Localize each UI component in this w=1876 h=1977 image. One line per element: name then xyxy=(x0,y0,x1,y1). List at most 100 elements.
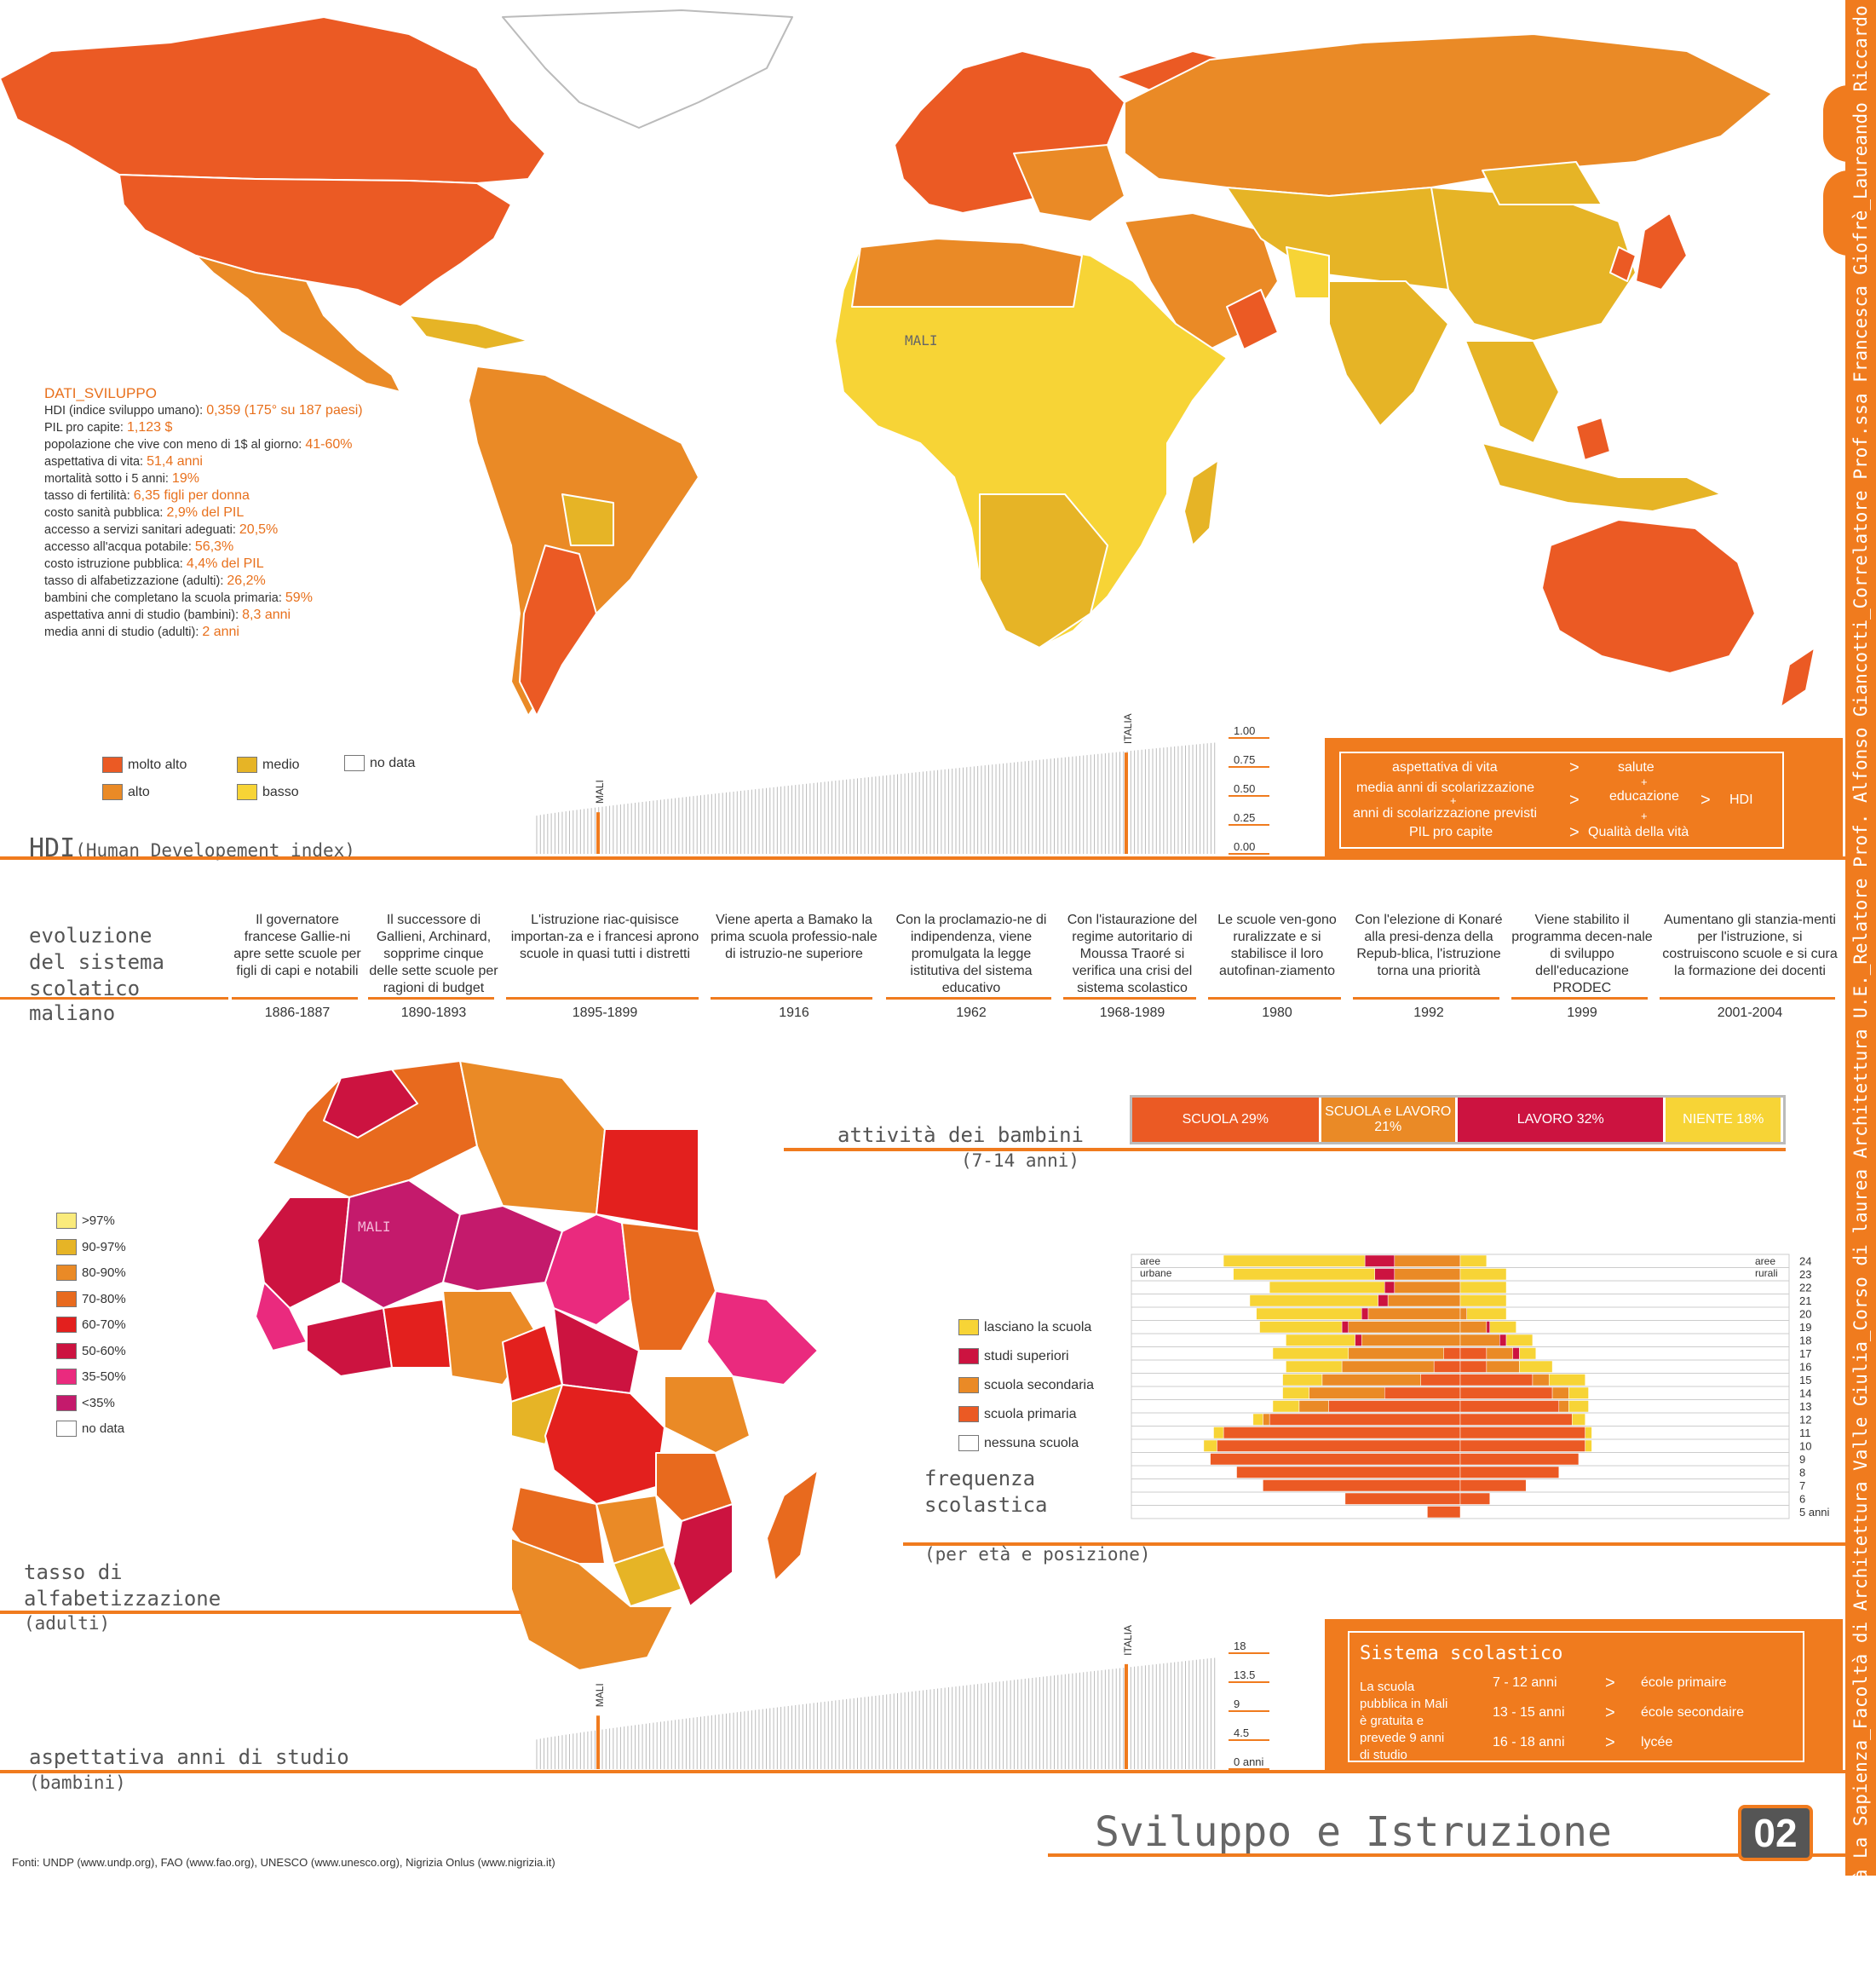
legend-label: 90-97% xyxy=(82,1239,126,1254)
activity-segment: SCUOLA e LAVORO 21% xyxy=(1321,1098,1455,1142)
chevron-right-icon: > xyxy=(1605,1703,1615,1722)
pyramid-age-label: 6 xyxy=(1799,1493,1805,1506)
legend-label: <35% xyxy=(82,1395,115,1410)
pyramid-bar-secondaria xyxy=(1558,1400,1569,1413)
pyramid-bar-lasciano xyxy=(1272,1347,1349,1360)
pyramid-bar-lasciano xyxy=(1585,1439,1592,1452)
pyramid-bar-lasciano xyxy=(1213,1427,1224,1439)
niger xyxy=(442,1205,563,1292)
dev-data-row: HDI (indice sviluppo umano): 0,359 (175°… xyxy=(44,402,470,419)
legend-swatch xyxy=(958,1377,979,1393)
malaysia xyxy=(1575,417,1611,461)
hdi-r3-right: Qualità della vità xyxy=(1588,825,1689,839)
strip-tab-bump xyxy=(1823,170,1849,256)
dev-data-row: accesso all'acqua potabile: 56,3% xyxy=(44,539,470,556)
pyramid-bar-superiori xyxy=(1355,1334,1362,1346)
timeline-divider xyxy=(368,997,494,1000)
pyramid-bar-superiori xyxy=(1364,1254,1395,1267)
school-box-underline xyxy=(1325,1770,1845,1773)
school-row-age: 7 - 12 anni xyxy=(1493,1675,1557,1690)
pyramid-bar-lasciano xyxy=(1548,1374,1585,1386)
legend-swatch xyxy=(958,1348,979,1364)
legend-label: no data xyxy=(82,1421,125,1436)
pyramid-bar-superiori xyxy=(1361,1307,1369,1320)
pyramid-right-label: rurali xyxy=(1755,1267,1778,1279)
activity-segment: LAVORO 32% xyxy=(1458,1098,1664,1142)
dev-data-row: aspettativa anni di studio (bambini): 8,… xyxy=(44,607,470,624)
pyramid-bar-primaria xyxy=(1459,1453,1580,1466)
libya xyxy=(459,1060,606,1215)
pyramid-bar-secondaria xyxy=(1551,1386,1569,1399)
world-map-mali-label: MALI xyxy=(905,332,938,349)
mozambique xyxy=(672,1503,734,1607)
tick-label: 4.5 xyxy=(1234,1726,1249,1739)
timeline-event-text: Viene aperta a Bamako la prima scuola pr… xyxy=(711,913,878,961)
pyramid-bar-primaria xyxy=(1459,1413,1573,1426)
dev-data-value: 59% xyxy=(285,591,313,605)
argentina xyxy=(519,545,597,717)
legend-swatch xyxy=(56,1394,77,1411)
dev-data-value: 6,35 figli per donna xyxy=(133,488,250,503)
legend-label: 70-80% xyxy=(82,1291,126,1306)
school-system-box: Sistema scolastico La scuola pubblica in… xyxy=(1325,1619,1843,1772)
activity-segment: SCUOLA 29% xyxy=(1132,1098,1319,1142)
timeline-divider xyxy=(232,997,358,1000)
pyramid-bar-secondaria xyxy=(1348,1321,1461,1334)
zimbabwe xyxy=(613,1546,682,1607)
greenland xyxy=(502,9,793,129)
tick-label: 18 xyxy=(1234,1640,1246,1652)
mongolia xyxy=(1482,161,1603,205)
korea xyxy=(1609,246,1637,282)
school-row-age: 13 - 15 anni xyxy=(1493,1705,1565,1720)
study-bar-chart: MALI ITALIA 18 13.5 9 4.5 0 anni xyxy=(536,1625,1269,1770)
pyramid-bar-secondaria xyxy=(1486,1360,1520,1373)
morocco xyxy=(323,1069,418,1138)
pyramid-x-tick: 100 xyxy=(1780,1524,1798,1525)
timeline-year: 1890-1893 xyxy=(400,1006,467,1020)
legend-label: 50-60% xyxy=(82,1343,126,1358)
timeline-divider xyxy=(711,997,872,1000)
africa-map-mali-label: MALI xyxy=(358,1219,391,1235)
evo-title-last: maliano xyxy=(29,1001,116,1025)
timeline-event-text: Con la proclamazio-ne di indipendenza, v… xyxy=(895,913,1047,995)
pyramid-bar-primaria xyxy=(1328,1400,1461,1413)
legend-label: 80-90% xyxy=(82,1265,126,1280)
bolivia xyxy=(561,493,614,546)
egypt xyxy=(596,1128,699,1232)
drc xyxy=(544,1384,665,1505)
timeline-event-text: L'istruzione riac-quisisce importan-za e… xyxy=(510,913,699,961)
china xyxy=(1430,187,1637,342)
timeline-year: 2001-2004 xyxy=(1717,1006,1783,1020)
hdi-legend-alto: alto xyxy=(102,784,150,800)
chevron-right-icon: > xyxy=(1700,791,1711,810)
legend-swatch xyxy=(958,1319,979,1335)
hdi-r1-right: salute xyxy=(1618,760,1654,775)
pyramid-bar-primaria xyxy=(1443,1347,1461,1360)
legend-label: nessuna scuola xyxy=(984,1435,1079,1450)
pyramid-bar-lasciano xyxy=(1259,1321,1343,1334)
tick-label: 0.75 xyxy=(1234,753,1255,766)
pyramid-age-label: 15 xyxy=(1799,1374,1811,1386)
africa-legend-item: 80-90% xyxy=(56,1265,126,1281)
pyramid-x-tick: 40 xyxy=(1585,1524,1597,1525)
new-zealand xyxy=(1780,647,1816,708)
mali xyxy=(340,1179,461,1309)
pyramid-bar-lasciano xyxy=(1252,1413,1263,1426)
chevron-right-icon: > xyxy=(1569,823,1580,842)
mali-label: MALI xyxy=(594,1683,606,1707)
school-system-title: Sistema scolastico xyxy=(1360,1643,1563,1664)
pyramid-age-label: 21 xyxy=(1799,1294,1811,1307)
timeline-divider xyxy=(1208,997,1341,1000)
timeline-year: 1895-1899 xyxy=(572,1006,638,1020)
usa xyxy=(118,174,512,308)
timeline-year: 1980 xyxy=(1262,1006,1292,1020)
madagascar xyxy=(1183,459,1219,546)
dev-data-label: bambini che completano la scuola primari… xyxy=(44,591,282,605)
pyramid-bar-superiori xyxy=(1499,1334,1507,1346)
pyramid-bar-lasciano xyxy=(1286,1334,1355,1346)
dev-data-value: 8,3 anni xyxy=(242,608,291,622)
strip-tab-bump xyxy=(1823,85,1849,162)
pyramid-bar-primaria xyxy=(1459,1347,1488,1360)
timeline-year: 1886-1887 xyxy=(264,1006,331,1020)
tick-label: 9 xyxy=(1234,1697,1240,1710)
